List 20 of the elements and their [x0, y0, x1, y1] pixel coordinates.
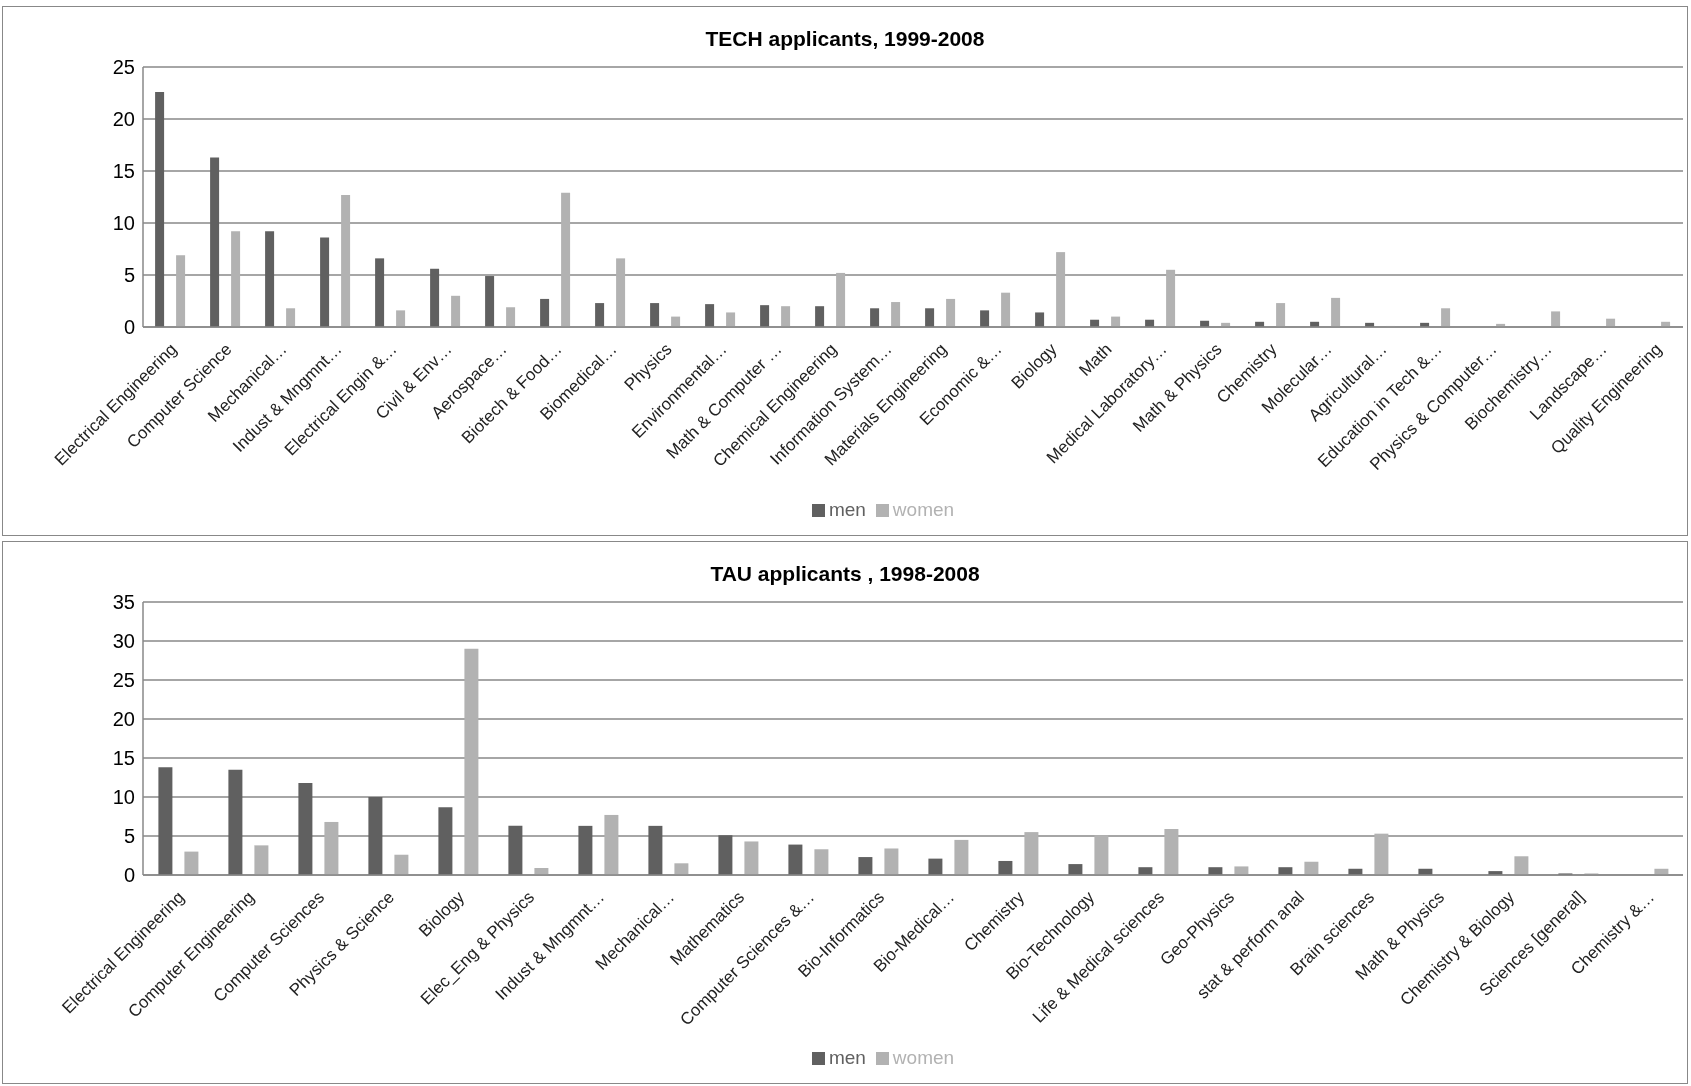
y-tick-label: 15: [112, 747, 135, 770]
y-tick-label: 30: [112, 630, 135, 653]
legend-label: men: [828, 499, 866, 520]
legend-label: men: [828, 1047, 866, 1068]
y-tick-label: 20: [112, 708, 135, 731]
y-tick-label: 0: [123, 864, 135, 887]
y-tick-label: 15: [112, 160, 135, 183]
y-tick-label: 5: [123, 825, 135, 848]
y-tick-label: 5: [123, 264, 135, 287]
legend-label: women: [892, 1047, 955, 1068]
y-tick-label: 10: [112, 212, 135, 235]
chart-title: TECH applicants, 1999-2008: [704, 27, 986, 52]
y-tick-label: 25: [112, 56, 135, 79]
y-tick-label: 25: [112, 669, 135, 692]
chart-title: TAU applicants , 1998-2008: [709, 562, 981, 587]
y-tick-label: 35: [112, 591, 135, 614]
y-tick-label: 20: [112, 108, 135, 131]
y-tick-label: 10: [112, 786, 135, 809]
legend-label: women: [892, 499, 955, 520]
y-tick-label: 0: [123, 316, 135, 339]
